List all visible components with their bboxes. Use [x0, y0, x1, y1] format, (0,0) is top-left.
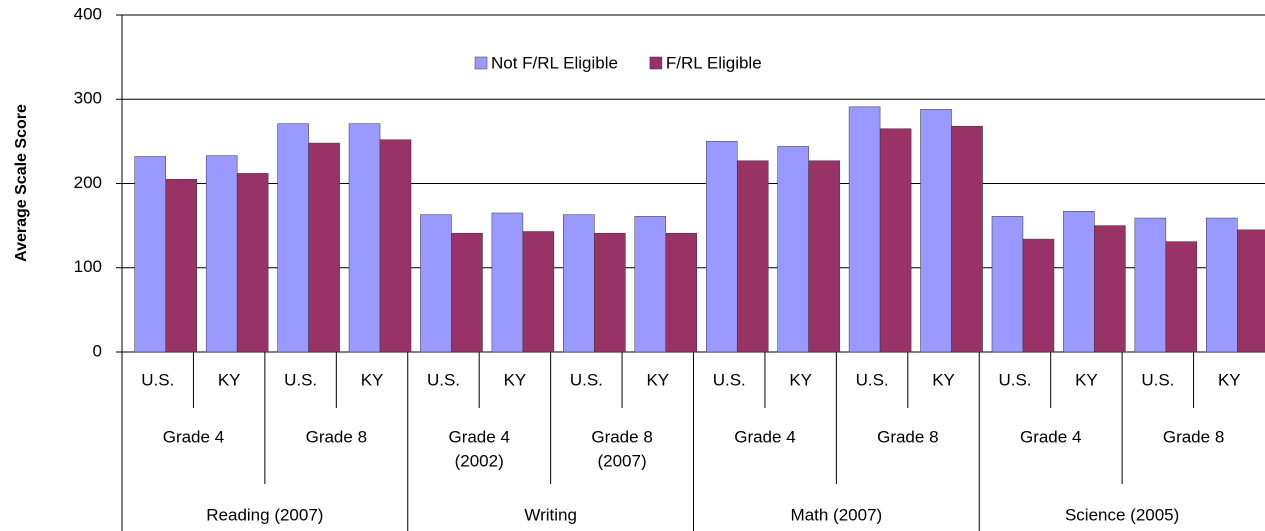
- y-tick-label: 0: [93, 341, 102, 360]
- y-tick-label: 300: [74, 89, 102, 108]
- x-tick-label: KY: [1075, 370, 1098, 389]
- x-tick-label: U.S.: [713, 370, 746, 389]
- x-tick-label: U.S.: [998, 370, 1031, 389]
- y-tick-label: 200: [74, 173, 102, 192]
- x-tick-label: KY: [218, 370, 241, 389]
- legend-swatch: [649, 56, 663, 70]
- bar: [379, 139, 412, 353]
- bar: [920, 109, 952, 353]
- x-tick-label: KY: [504, 370, 527, 389]
- bar: [563, 214, 595, 353]
- bar: [736, 160, 769, 353]
- bar: [777, 146, 809, 353]
- group-label: Grade 4: [1020, 427, 1081, 446]
- bar: [165, 179, 197, 353]
- bar: [420, 214, 452, 353]
- bar: [491, 212, 524, 353]
- bar: [594, 232, 626, 353]
- x-tick-label: KY: [789, 370, 812, 389]
- bar: [1206, 217, 1238, 353]
- legend-label: F/RL Eligible: [666, 53, 762, 72]
- subject-label: Reading (2007): [206, 505, 323, 524]
- bar: [991, 216, 1024, 353]
- legend-swatch: [474, 56, 488, 70]
- bar: [205, 155, 238, 353]
- bar: [134, 156, 166, 353]
- legend-label: Not F/RL Eligible: [491, 53, 618, 72]
- subject-label: Writing: [524, 505, 577, 524]
- bar: [665, 232, 698, 353]
- x-tick-label: U.S.: [570, 370, 603, 389]
- bar: [848, 106, 881, 353]
- y-tick-label: 100: [74, 257, 102, 276]
- bar: [1237, 229, 1265, 353]
- bar: [236, 173, 269, 353]
- group-label: (2007): [597, 451, 646, 470]
- x-tick-label: U.S.: [856, 370, 889, 389]
- subject-label: Science (2005): [1065, 505, 1179, 524]
- x-tick-label: KY: [1218, 370, 1241, 389]
- bar: [1063, 211, 1095, 353]
- bar: [808, 160, 840, 353]
- y-axis-label: Average Scale Score: [13, 104, 30, 262]
- x-tick-label: KY: [646, 370, 669, 389]
- bar: [951, 125, 983, 353]
- x-tick-label: U.S.: [284, 370, 317, 389]
- bar: [348, 123, 381, 353]
- x-tick-label: U.S.: [427, 370, 460, 389]
- bar: [1165, 241, 1198, 353]
- x-tick-label: KY: [361, 370, 384, 389]
- bar: [277, 123, 309, 353]
- group-label: Grade 8: [306, 427, 367, 446]
- y-tick-label: 400: [74, 4, 102, 23]
- x-tick-label: U.S.: [141, 370, 174, 389]
- x-tick-label: U.S.: [1141, 370, 1174, 389]
- bar: [1022, 238, 1055, 353]
- group-label: Grade 8: [877, 427, 938, 446]
- x-tick-label: KY: [932, 370, 955, 389]
- group-label: Grade 4: [448, 427, 509, 446]
- bar: [1094, 225, 1126, 353]
- bar: [705, 141, 738, 353]
- bar: [634, 216, 667, 353]
- group-label: Grade 4: [734, 427, 795, 446]
- group-label: Grade 8: [591, 427, 652, 446]
- bar: [451, 232, 483, 353]
- group-label: (2002): [455, 451, 504, 470]
- bar: [879, 128, 912, 353]
- group-label: Grade 8: [1163, 427, 1224, 446]
- bar: [1134, 217, 1167, 353]
- subject-label: Math (2007): [791, 505, 883, 524]
- group-label: Grade 4: [163, 427, 224, 446]
- bar: [522, 231, 555, 353]
- bar: [308, 142, 340, 353]
